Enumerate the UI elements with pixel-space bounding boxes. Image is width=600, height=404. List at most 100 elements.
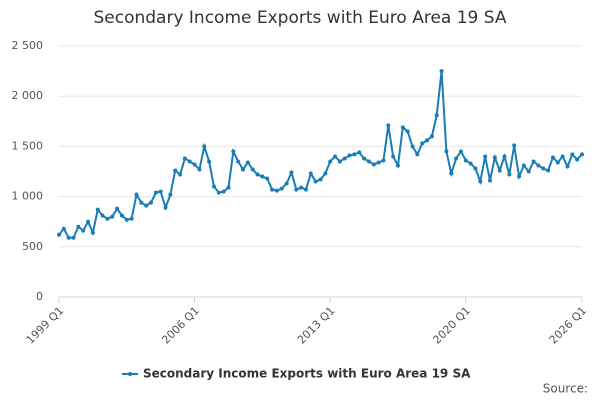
data-point — [299, 185, 304, 190]
x-tick-label: 2020 Q1 — [430, 304, 473, 347]
data-point — [473, 166, 478, 171]
data-point — [250, 167, 255, 172]
data-point — [439, 69, 444, 74]
data-point — [337, 159, 342, 164]
data-point — [236, 159, 241, 164]
x-tick-label: 2013 Q1 — [295, 304, 338, 347]
data-point — [294, 187, 299, 192]
data-point — [226, 185, 231, 190]
y-tick-label: 500 — [22, 240, 43, 253]
data-point — [521, 163, 526, 168]
data-point — [550, 155, 555, 160]
data-point — [497, 168, 502, 173]
data-point — [546, 168, 551, 173]
chart-title: Secondary Income Exports with Euro Area … — [93, 8, 506, 28]
x-tick-label: 1999 Q1 — [24, 304, 67, 347]
data-point — [81, 228, 86, 233]
source-label: Source: — [543, 382, 588, 396]
data-point — [216, 190, 221, 195]
data-point — [405, 129, 410, 134]
data-point — [492, 155, 497, 160]
data-point — [541, 166, 546, 171]
data-point — [352, 152, 357, 157]
data-point — [221, 189, 226, 194]
data-point — [211, 184, 216, 189]
data-point — [71, 235, 76, 240]
data-point — [347, 153, 352, 158]
data-point — [61, 226, 66, 231]
data-point — [415, 152, 420, 157]
data-point — [187, 159, 192, 164]
data-point — [483, 154, 488, 159]
data-point — [105, 216, 110, 221]
data-point — [366, 159, 371, 164]
data-point — [333, 154, 338, 159]
data-point — [76, 224, 81, 229]
data-point — [124, 217, 129, 222]
data-point — [66, 235, 71, 240]
data-point — [308, 171, 313, 176]
data-point — [90, 230, 95, 235]
data-point — [371, 162, 376, 167]
data-point — [565, 164, 570, 169]
data-point — [149, 200, 154, 205]
data-point — [202, 144, 207, 149]
y-tick-label: 2 500 — [12, 39, 44, 52]
data-point — [197, 167, 202, 172]
y-tick-label: 2 000 — [12, 89, 44, 102]
data-point — [270, 187, 275, 192]
data-point — [449, 171, 454, 176]
data-point — [560, 154, 565, 159]
x-tick-label: 2006 Q1 — [159, 304, 202, 347]
data-point — [580, 152, 584, 157]
data-point — [158, 189, 163, 194]
data-point — [110, 214, 115, 219]
data-point — [512, 143, 517, 148]
data-point — [454, 156, 459, 161]
data-point — [178, 172, 183, 177]
data-point — [318, 177, 323, 182]
data-point — [458, 149, 463, 154]
data-point — [255, 172, 260, 177]
data-point — [395, 163, 400, 168]
x-tick-label: 2026 Q1 — [547, 304, 590, 347]
data-point — [342, 156, 347, 161]
data-point — [429, 134, 434, 139]
data-point — [57, 232, 61, 237]
data-point — [119, 213, 124, 218]
data-point — [376, 160, 381, 165]
data-point — [241, 167, 246, 172]
data-point — [265, 176, 270, 181]
y-tick-label: 1 000 — [12, 190, 44, 203]
data-point — [517, 174, 522, 179]
data-point — [182, 156, 187, 161]
data-point — [531, 159, 536, 164]
data-point — [381, 158, 386, 163]
data-point — [487, 178, 492, 183]
data-point — [410, 144, 415, 149]
data-point — [536, 163, 541, 168]
data-point — [303, 187, 308, 192]
data-point — [134, 192, 139, 197]
data-point — [570, 152, 575, 157]
data-point — [245, 160, 250, 165]
data-point — [507, 172, 512, 177]
data-point — [284, 181, 289, 186]
data-point — [153, 190, 158, 195]
data-point — [502, 154, 507, 159]
data-point — [434, 113, 439, 118]
data-point — [129, 216, 134, 221]
data-point — [420, 141, 425, 146]
data-point — [279, 186, 284, 191]
data-point — [391, 154, 396, 159]
data-point — [425, 138, 430, 143]
data-point — [313, 179, 318, 184]
data-point — [163, 205, 168, 210]
legend-label: Secondary Income Exports with Euro Area … — [143, 367, 471, 381]
data-point — [260, 174, 265, 179]
data-point — [444, 149, 449, 154]
data-point — [478, 179, 483, 184]
legend-marker — [128, 372, 132, 376]
data-point — [400, 125, 405, 130]
